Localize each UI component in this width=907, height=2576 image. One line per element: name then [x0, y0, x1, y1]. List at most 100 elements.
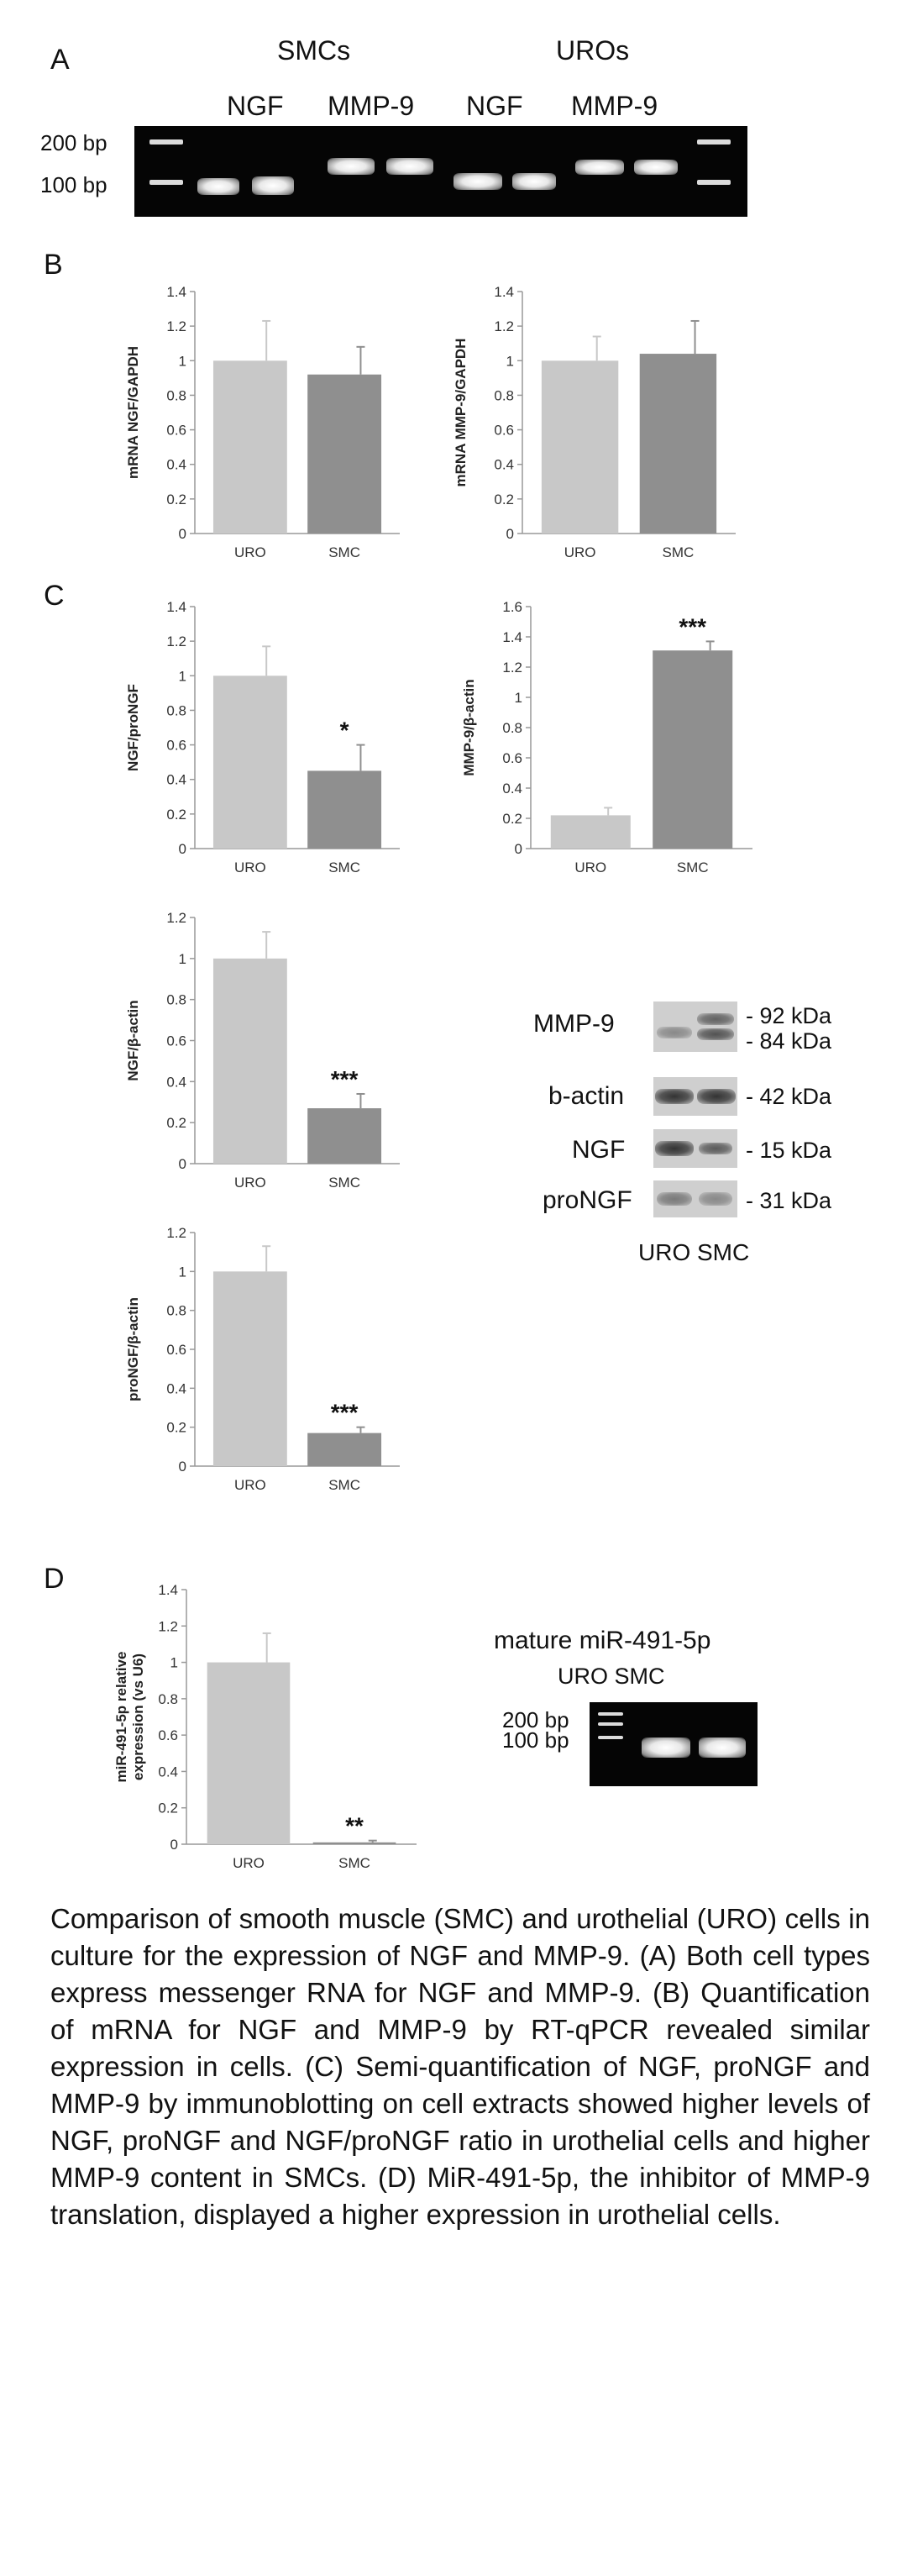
y-tick-label: 0.6: [502, 750, 522, 766]
bar-uro: [550, 815, 631, 849]
chart-mrna-mmp9: 0 0.2 0.4 0.6 0.8 1 1.2 1.4 mRNA MMP-9/GAPDH URO S…: [453, 284, 736, 560]
gel-band: [197, 178, 239, 195]
x-category-label: URO: [574, 860, 606, 875]
panel-b-letter: B: [44, 249, 63, 281]
y-tick-label: 0.4: [166, 1380, 186, 1396]
gel-band: [575, 160, 624, 175]
y-tick-label: 0.8: [166, 387, 186, 403]
marker-200bp-label: 200 bp: [40, 130, 107, 155]
x-category-label: SMC: [677, 860, 709, 875]
gel-band: [252, 176, 294, 195]
bar-smc: [307, 1433, 382, 1466]
blot-band: [655, 1141, 694, 1156]
bar-smc: [639, 354, 717, 534]
panel-a-letter: A: [50, 44, 70, 76]
x-category-label: URO: [234, 544, 266, 560]
y-tick-label: 0.4: [166, 772, 186, 788]
y-tick-label: 0.6: [166, 738, 186, 754]
bar-smc: [653, 650, 733, 849]
y-tick-label: 0.2: [166, 807, 186, 823]
gel-band: [699, 1737, 746, 1758]
blot-strip-ngf: [653, 1129, 737, 1168]
lane-label-ngf-smc: NGF: [227, 91, 284, 121]
blot-band: [657, 1192, 692, 1206]
y-tick-label: 0.6: [166, 1342, 186, 1358]
x-category-label: SMC: [338, 1855, 370, 1871]
y-tick-label: 0: [179, 1459, 186, 1475]
chart-ngf-actin: 0 0.2 0.4 0.6 0.8 1 1.2 NGF/β-actin URO SMC ***: [125, 910, 400, 1191]
y-tick-label: 0.8: [502, 720, 522, 736]
blot-strip-bactin: [653, 1077, 737, 1116]
chart-ngf-prongf: 0 0.2 0.4 0.6 0.8 1 1.2 1.4 NGF/proNGF URO SMC *: [125, 599, 400, 875]
significance-label: ***: [331, 1400, 359, 1426]
y-axis-label: mRNA NGF/GAPDH: [125, 346, 141, 479]
blot-strip-prongf: [653, 1180, 737, 1217]
y-tick-label: 0: [506, 526, 514, 542]
significance-label: ***: [679, 613, 706, 639]
y-tick-label: 1.4: [158, 1582, 178, 1598]
y-tick-label: 0.8: [166, 992, 186, 1008]
x-category-label: SMC: [663, 544, 695, 560]
gel-band: [642, 1737, 690, 1758]
blot-band: [657, 1027, 692, 1038]
mir-gel-lanes: URO SMC: [558, 1664, 665, 1689]
y-tick-label: 1.2: [166, 910, 186, 926]
y-axis-label: proNGF/β-actin: [125, 1297, 141, 1401]
chart-mmp9-actin: 0 0.2 0.4 0.6 0.8 1 1.2 1.4 1.6 MMP-9/β-actin URO S…: [461, 599, 752, 875]
x-category-label: URO: [234, 860, 266, 875]
x-category-label: SMC: [328, 1477, 360, 1493]
y-tick-label: 0: [179, 841, 186, 857]
y-tick-label: 0.6: [494, 423, 514, 439]
mir-gel: [590, 1702, 758, 1786]
y-tick-label: 1: [179, 353, 186, 369]
y-tick-label: 0.4: [502, 781, 522, 796]
y-tick-label: 0.4: [166, 457, 186, 473]
smc-group-label: SMCs: [277, 35, 351, 66]
y-tick-label: 0: [179, 1156, 186, 1172]
blot-band: [697, 1028, 734, 1040]
gel-band: [386, 158, 433, 175]
blot-band: [697, 1013, 734, 1025]
y-tick-label: 1.6: [502, 599, 522, 615]
panel-d-letter: D: [44, 1563, 65, 1595]
y-tick-label: 1.2: [166, 1225, 186, 1241]
y-tick-label: 1: [179, 951, 186, 967]
marker-100bp-label: 100 bp: [40, 172, 107, 197]
lane-label-mmp9-uro: MMP-9: [571, 91, 658, 121]
figure-caption: Comparison of smooth muscle (SMC) and ur…: [50, 1903, 870, 2230]
gel-band: [634, 160, 678, 175]
y-tick-label: 1.4: [494, 284, 514, 300]
lane-label-mmp9-smc: MMP-9: [328, 91, 415, 121]
lane-label-ngf-uro: NGF: [466, 91, 523, 121]
y-tick-label: 0.8: [166, 702, 186, 718]
y-tick-label: 1.2: [158, 1618, 178, 1634]
y-tick-label: 1.2: [494, 318, 514, 334]
y-tick-label: 1.2: [166, 318, 186, 334]
y-axis-label: NGF/β-actin: [125, 1000, 141, 1080]
y-tick-label: 0: [515, 841, 522, 857]
ladder-band: [598, 1722, 623, 1726]
bar-smc: [307, 1108, 382, 1164]
y-tick-label: 0.2: [502, 811, 522, 827]
bar-uro: [212, 360, 287, 534]
significance-label: *: [340, 718, 349, 744]
mir-marker-100: 100 bp: [502, 1727, 569, 1753]
blot-band: [655, 1089, 694, 1104]
ladder-band: [149, 180, 183, 185]
mir-marker-200: 200 bp: [502, 1707, 569, 1732]
y-tick-label: 0.2: [494, 492, 514, 507]
significance-label: ***: [331, 1066, 359, 1092]
panel-c-letter: C: [44, 580, 65, 612]
chart-mrna-ngf: 0 0.2 0.4 0.6 0.8 1 1.2 1.4 mRNA NGF/GAPDH URO SMC: [125, 284, 400, 560]
uro-group-label: UROs: [556, 35, 630, 66]
blot-label-prongf: proNGF: [543, 1186, 632, 1214]
gel-band: [454, 173, 502, 190]
bar-smc: [307, 770, 382, 849]
y-tick-label: 0.4: [494, 457, 514, 473]
y-tick-label: 1.2: [166, 633, 186, 649]
x-category-label: URO: [564, 544, 596, 560]
y-tick-label: 1: [515, 690, 522, 706]
chart-prongf-actin: 0 0.2 0.4 0.6 0.8 1 1.2 proNGF/β-actin URO SMC ***: [125, 1225, 400, 1493]
bar-smc: [312, 1842, 396, 1844]
chart-mir491: 0 0.2 0.4 0.6 0.8 1 1.2 1.4 miR-491-5p relative e…: [113, 1582, 417, 1871]
